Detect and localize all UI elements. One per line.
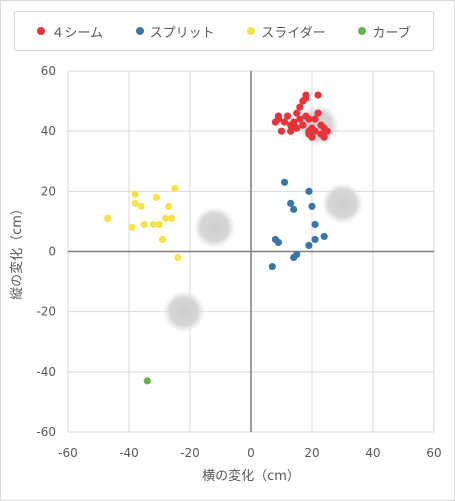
legend-label-curve: カーブ — [372, 25, 411, 41]
legend-marker-curve — [358, 27, 367, 35]
y-tick-label: 0 — [48, 245, 56, 259]
x-axis-label: 横の変化（cm） — [202, 468, 300, 484]
point-4seam — [293, 109, 301, 117]
point-4seam — [311, 115, 319, 123]
x-tick-label: 40 — [365, 446, 380, 460]
legend-item-slider: スライダー — [247, 22, 326, 41]
chart-legend: ４シーム スプリット スライダー カーブ — [14, 11, 434, 51]
point-slider — [128, 223, 136, 232]
point-4seam — [305, 115, 313, 123]
point-split — [280, 178, 289, 186]
data-points — [104, 91, 331, 385]
point-slider — [171, 184, 179, 192]
shadow-markers — [163, 105, 363, 332]
point-4seam — [311, 127, 319, 135]
legend-label-4seam: ４シーム — [51, 25, 103, 41]
point-split — [268, 262, 276, 271]
y-tick-label: -40 — [36, 365, 56, 379]
legend-item-4seam: ４シーム — [37, 22, 103, 41]
y-axis-label: 縦の変化（cm） — [9, 202, 25, 300]
point-slider — [137, 202, 145, 210]
point-slider — [165, 202, 173, 210]
point-split — [305, 187, 313, 195]
point-split — [320, 232, 328, 241]
point-slider — [162, 214, 170, 223]
point-4seam — [296, 103, 304, 111]
x-tick-label: 20 — [304, 446, 319, 460]
point-4seam — [320, 133, 328, 141]
y-tick-label: -60 — [36, 425, 56, 439]
legend-marker-4seam — [37, 27, 46, 35]
point-4seam — [280, 118, 289, 126]
point-4seam — [314, 91, 322, 99]
point-4seam — [277, 127, 286, 135]
point-4seam — [308, 133, 316, 141]
point-split — [293, 250, 301, 259]
point-slider — [140, 220, 148, 229]
x-tick-label: -40 — [119, 446, 139, 460]
point-4seam — [302, 91, 310, 99]
point-slider — [131, 199, 139, 207]
point-split — [308, 202, 316, 210]
point-4seam — [296, 115, 304, 123]
point-4seam — [323, 127, 331, 135]
point-4seam — [293, 124, 301, 132]
y-tick-label: 60 — [41, 64, 56, 78]
legend-marker-split — [135, 27, 144, 35]
point-curve — [143, 377, 151, 385]
point-4seam — [287, 127, 295, 135]
legend-item-split: スプリット — [135, 22, 215, 41]
axes — [68, 71, 434, 432]
point-slider — [152, 193, 161, 201]
point-split — [287, 199, 295, 207]
point-slider — [104, 214, 112, 223]
point-slider — [158, 235, 167, 244]
shadow-marker — [322, 183, 363, 224]
point-split — [305, 241, 313, 250]
point-4seam — [299, 121, 307, 129]
x-tick-label: 60 — [426, 446, 441, 460]
point-slider — [174, 253, 182, 262]
point-split — [290, 205, 298, 213]
legend-label-split: スプリット — [149, 25, 215, 41]
x-tick-label: 0 — [247, 446, 255, 460]
y-tick-label: 40 — [41, 124, 56, 138]
point-split — [274, 238, 283, 247]
y-tick-label: -20 — [36, 305, 56, 319]
point-slider — [149, 220, 157, 229]
y-tick-label: 20 — [41, 184, 56, 198]
x-tick-label: -20 — [180, 446, 200, 460]
shadow-marker — [194, 207, 235, 248]
point-4seam — [274, 112, 283, 120]
tick-labels: -60 -40 -20 0 20 40 60 -60 -40 -20 0 20 40 60 — [36, 64, 441, 460]
point-slider — [168, 214, 176, 223]
point-slider — [155, 220, 164, 229]
legend-item-curve: カーブ — [358, 22, 411, 41]
point-split — [311, 220, 319, 229]
point-slider — [131, 190, 139, 198]
point-split — [311, 235, 319, 244]
point-4seam — [284, 112, 292, 120]
legend-marker-slider — [247, 27, 256, 35]
point-4seam — [314, 109, 322, 117]
x-tick-label: -60 — [58, 446, 78, 460]
shadow-marker — [163, 291, 204, 332]
legend-label-slider: スライダー — [261, 25, 326, 41]
